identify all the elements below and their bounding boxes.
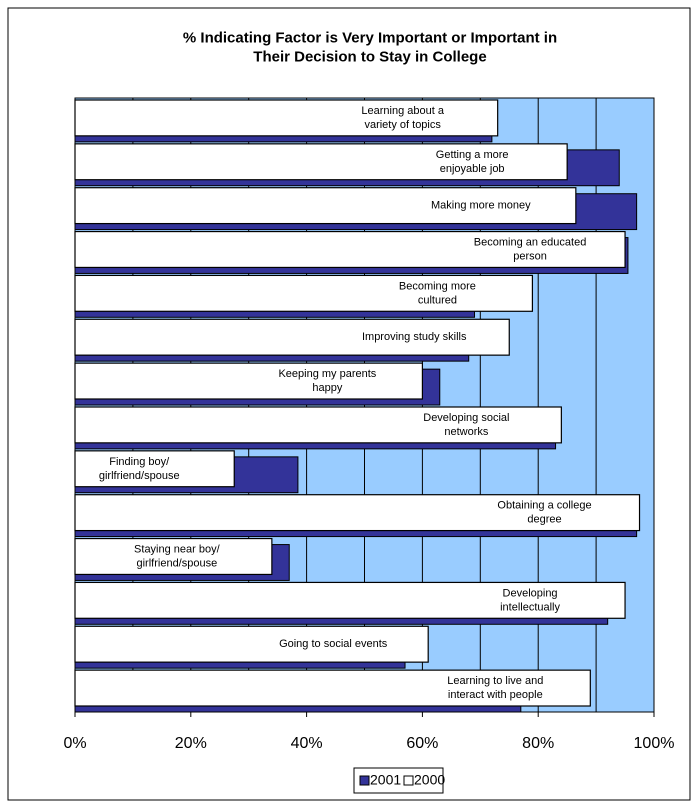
category-label: Getting a more enjoyable job [436,149,509,175]
plot-border [74,97,655,713]
chart-title: % Indicating Factor is Very Important or… [183,29,557,65]
bar [74,99,499,137]
bar [74,143,568,181]
category-label: Developing social networks [423,412,509,438]
bar [74,450,235,488]
bar [74,362,423,400]
category-label: Keeping my parents happy [278,368,376,394]
category-label: Becoming an educated person [474,236,587,262]
bar [74,406,562,444]
x-tick-label: 100% [634,735,675,752]
category-label: Learning to live and interact with people [447,675,543,701]
category-label: Becoming more cultured [399,280,476,306]
bar [74,187,577,225]
legend-swatch [359,775,370,786]
bar [74,581,626,619]
category-label: Obtaining a college degree [497,500,591,526]
legend-label: 2000 [414,772,445,788]
legend-swatch [403,775,414,786]
x-tick-label: 0% [63,735,86,752]
x-tick-label: 20% [175,735,207,752]
category-label: Developing intellectually [500,587,560,613]
category-label: Finding boy/girlfriend/spouse [99,456,180,482]
bar [74,625,429,663]
category-label: Going to social events [279,638,388,650]
category-label: Improving study skills [362,331,467,343]
bar [74,230,626,269]
bar [74,494,641,532]
category-label: Making more money [431,200,531,212]
bar [74,274,534,312]
bar [74,669,591,707]
category-label: Learning about a variety of topics [361,105,444,131]
x-tick-label: 80% [522,735,554,752]
bar [74,318,510,356]
legend-label: 2001 [370,772,401,788]
category-label: Staying near boy/girlfriend/spouse [134,543,221,569]
x-tick-label: 60% [406,735,438,752]
x-tick-label: 40% [291,735,323,752]
